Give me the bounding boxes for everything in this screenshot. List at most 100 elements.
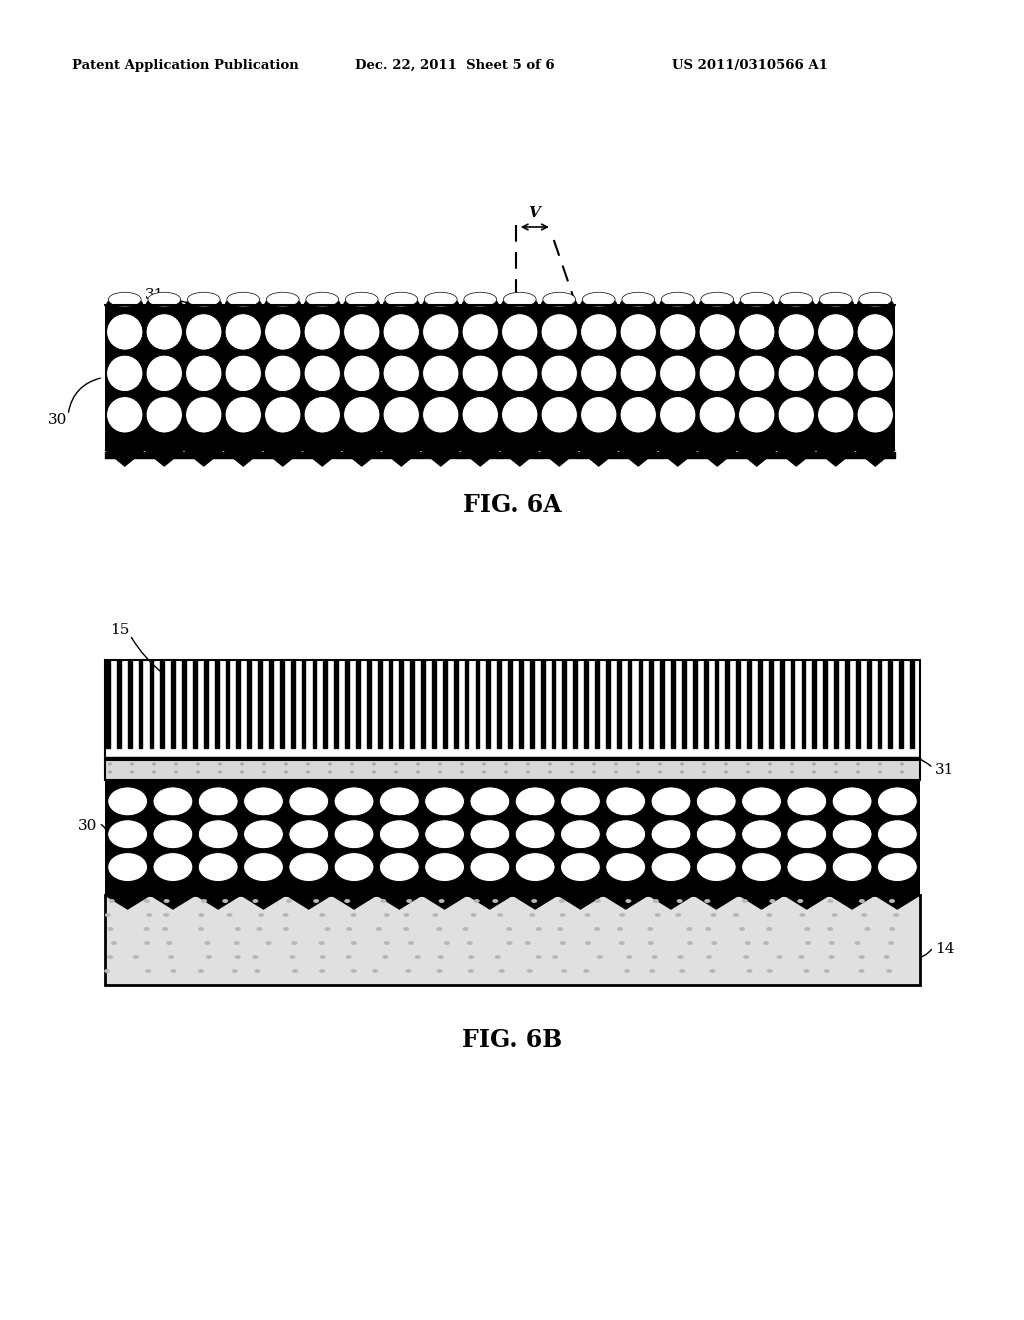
Ellipse shape [659, 314, 696, 350]
Ellipse shape [482, 771, 486, 774]
Ellipse shape [543, 292, 575, 306]
Polygon shape [241, 895, 286, 909]
Ellipse shape [334, 787, 374, 816]
Polygon shape [693, 895, 739, 909]
Ellipse shape [817, 296, 854, 314]
Polygon shape [269, 660, 272, 748]
Ellipse shape [819, 292, 852, 306]
Ellipse shape [583, 292, 615, 306]
Ellipse shape [262, 954, 268, 960]
Polygon shape [512, 895, 558, 909]
Ellipse shape [227, 913, 233, 917]
Ellipse shape [621, 296, 656, 314]
Ellipse shape [411, 913, 417, 917]
Ellipse shape [622, 292, 654, 306]
Ellipse shape [196, 763, 200, 766]
Ellipse shape [696, 787, 736, 816]
Text: 31: 31 [145, 288, 165, 302]
Ellipse shape [462, 396, 499, 433]
Ellipse shape [889, 913, 895, 917]
Ellipse shape [767, 941, 773, 945]
Ellipse shape [560, 787, 600, 816]
Ellipse shape [541, 314, 578, 350]
Ellipse shape [744, 969, 750, 973]
Polygon shape [399, 660, 403, 748]
Ellipse shape [560, 853, 600, 882]
Ellipse shape [264, 355, 301, 392]
Ellipse shape [425, 853, 465, 882]
Ellipse shape [541, 355, 578, 392]
Ellipse shape [765, 954, 771, 960]
Ellipse shape [856, 763, 860, 766]
Ellipse shape [316, 969, 323, 973]
Ellipse shape [561, 913, 567, 917]
Polygon shape [671, 660, 675, 748]
Polygon shape [791, 660, 795, 748]
Polygon shape [280, 660, 284, 748]
Ellipse shape [344, 355, 380, 392]
Ellipse shape [557, 941, 563, 945]
Ellipse shape [327, 941, 333, 945]
Polygon shape [204, 660, 208, 748]
Ellipse shape [738, 314, 775, 350]
Ellipse shape [696, 820, 736, 849]
Ellipse shape [686, 899, 692, 903]
Ellipse shape [175, 941, 181, 945]
Ellipse shape [680, 763, 684, 766]
Ellipse shape [507, 927, 513, 931]
Polygon shape [823, 660, 827, 748]
Ellipse shape [218, 771, 222, 774]
Polygon shape [899, 660, 903, 748]
Ellipse shape [168, 913, 174, 917]
Polygon shape [105, 450, 144, 466]
Ellipse shape [225, 296, 261, 314]
Ellipse shape [345, 292, 378, 306]
Ellipse shape [264, 314, 301, 350]
Text: US 2011/0310566 A1: US 2011/0310566 A1 [672, 58, 827, 71]
Ellipse shape [741, 927, 748, 931]
Ellipse shape [548, 771, 552, 774]
Text: 15: 15 [110, 623, 129, 638]
Ellipse shape [684, 954, 690, 960]
Ellipse shape [225, 314, 261, 350]
Polygon shape [454, 660, 458, 748]
Polygon shape [193, 660, 197, 748]
Polygon shape [263, 450, 302, 466]
Ellipse shape [786, 820, 826, 849]
Ellipse shape [740, 941, 746, 945]
Polygon shape [845, 660, 849, 748]
Ellipse shape [857, 355, 893, 392]
Polygon shape [411, 660, 414, 748]
Polygon shape [739, 895, 784, 909]
Ellipse shape [558, 954, 564, 960]
Ellipse shape [306, 292, 339, 306]
Ellipse shape [504, 913, 510, 917]
Polygon shape [816, 450, 855, 466]
Ellipse shape [379, 787, 419, 816]
Ellipse shape [859, 292, 892, 306]
Ellipse shape [581, 314, 616, 350]
Ellipse shape [130, 771, 134, 774]
Ellipse shape [515, 787, 555, 816]
Polygon shape [628, 660, 632, 748]
Polygon shape [237, 660, 241, 748]
Ellipse shape [167, 899, 173, 903]
Polygon shape [715, 660, 719, 748]
Ellipse shape [740, 292, 773, 306]
Ellipse shape [328, 763, 332, 766]
Ellipse shape [738, 355, 775, 392]
Ellipse shape [699, 314, 735, 350]
Ellipse shape [343, 969, 348, 973]
Ellipse shape [229, 941, 236, 945]
FancyArrowPatch shape [101, 825, 110, 834]
Ellipse shape [878, 853, 918, 882]
Ellipse shape [108, 853, 147, 882]
Ellipse shape [237, 954, 243, 960]
Ellipse shape [153, 787, 193, 816]
Ellipse shape [174, 969, 179, 973]
Polygon shape [356, 660, 359, 748]
Ellipse shape [570, 763, 574, 766]
Ellipse shape [659, 296, 696, 314]
Polygon shape [151, 895, 196, 909]
Ellipse shape [741, 787, 781, 816]
